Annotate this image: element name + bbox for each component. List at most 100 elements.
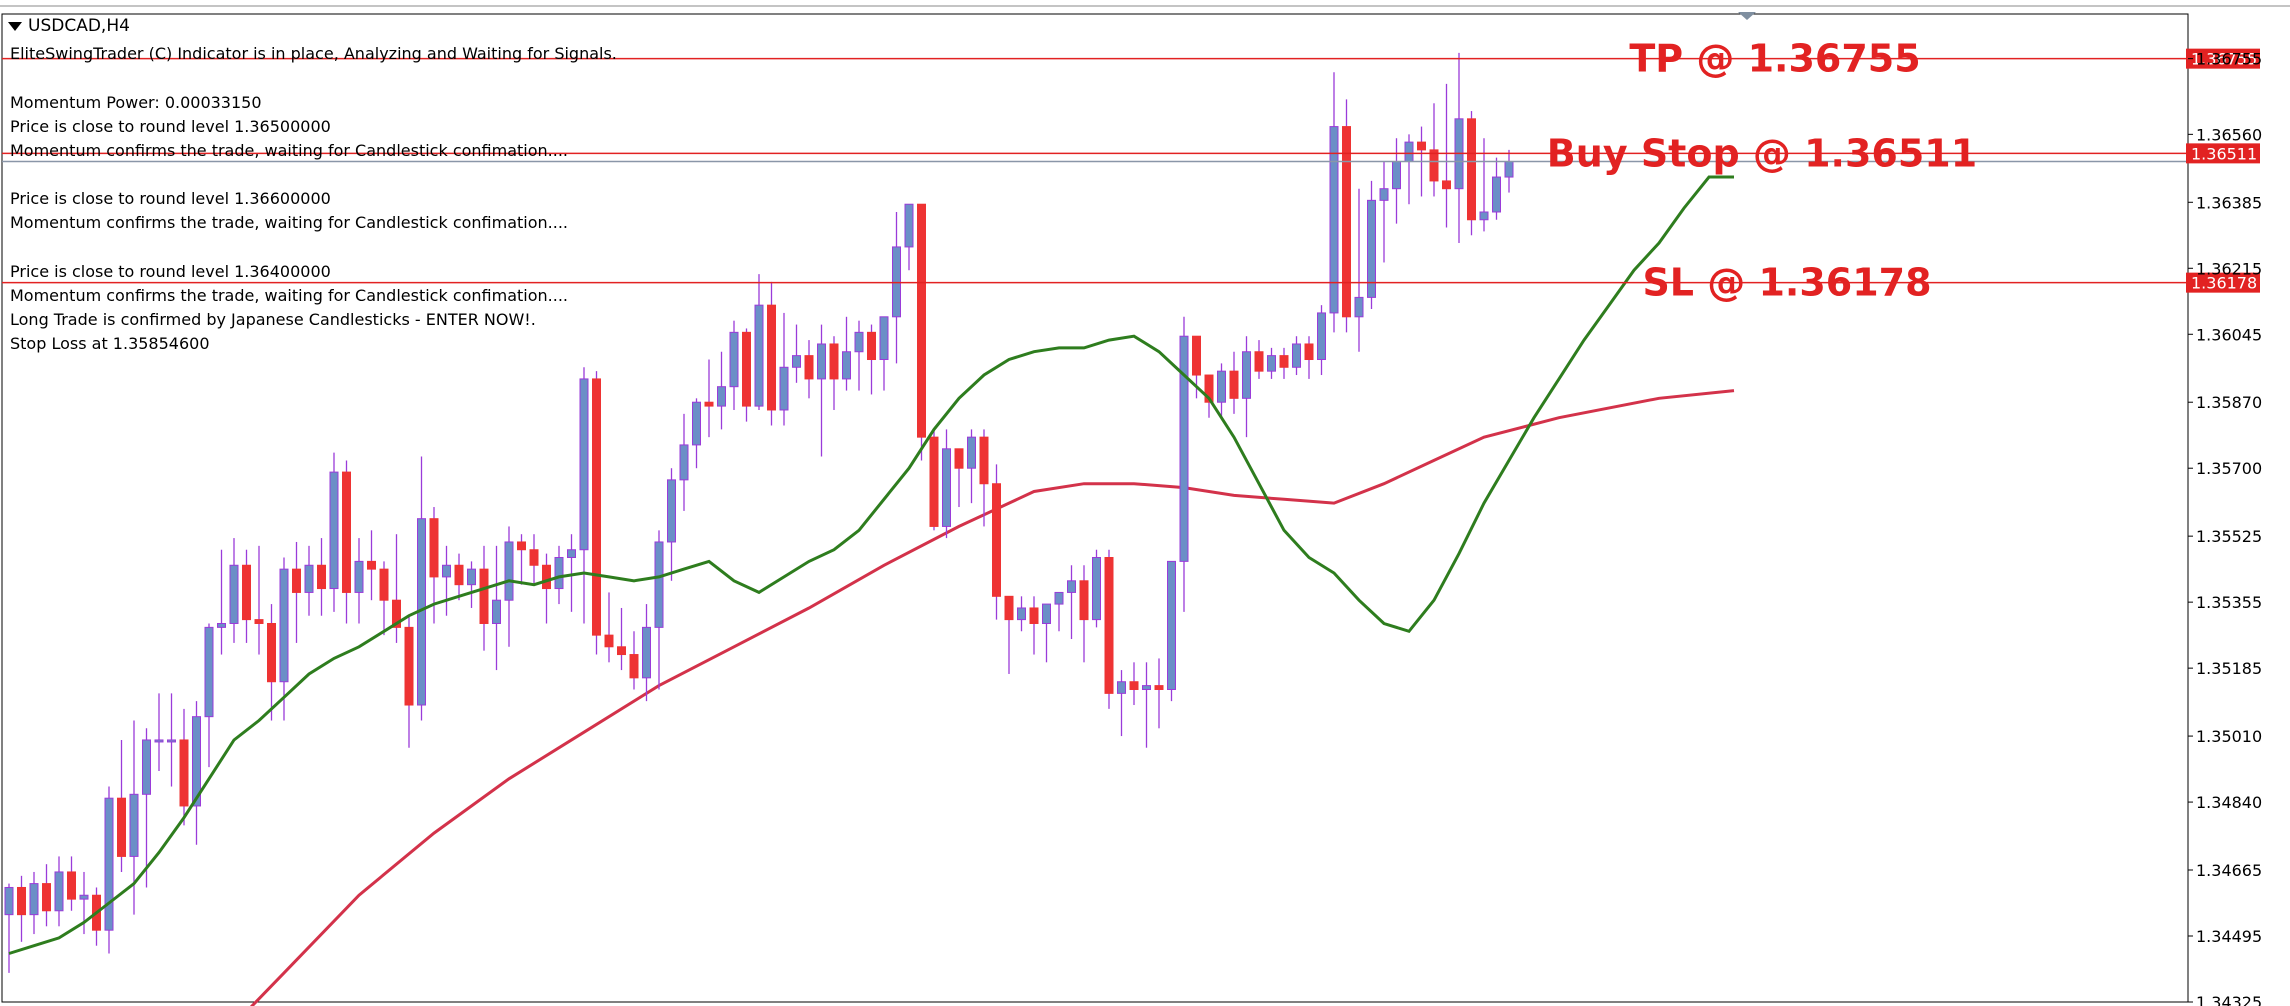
- bearish-candle: [1417, 141, 1426, 151]
- bearish-candle: [1279, 355, 1289, 368]
- bearish-candle: [767, 304, 776, 411]
- level-axis-badge: [2186, 143, 2260, 164]
- bullish-candle: [192, 716, 201, 807]
- plot-area[interactable]: [1, 13, 2189, 1003]
- info-line: Long Trade is confirmed by Japanese Cand…: [10, 310, 536, 329]
- bullish-candle: [129, 793, 139, 857]
- slow-moving-average-layer: [249, 389, 1735, 1006]
- bearish-candle: [742, 331, 751, 407]
- bearish-candle: [292, 568, 301, 593]
- bearish-candle: [454, 564, 464, 586]
- level-axis-label: 1.36755: [2191, 50, 2257, 69]
- bearish-candle: [479, 568, 489, 624]
- bullish-candle: [1492, 176, 1501, 213]
- bearish-candle: [1079, 580, 1089, 621]
- level-axis-badge: [2186, 48, 2260, 69]
- bearish-candle: [1342, 126, 1351, 318]
- bullish-candle: [229, 564, 239, 624]
- bullish-candle: [504, 541, 514, 601]
- bullish-candle: [842, 351, 851, 380]
- bullish-candle: [1367, 199, 1376, 298]
- bullish-candle: [279, 568, 289, 683]
- bearish-candle: [954, 448, 964, 469]
- bullish-candle: [1167, 560, 1176, 690]
- collapse-triangle-icon[interactable]: [8, 21, 22, 31]
- bullish-candle: [942, 448, 951, 527]
- info-line: Stop Loss at 1.35854600: [10, 334, 210, 353]
- chart-symbol-title[interactable]: USDCAD,H4: [8, 16, 130, 36]
- bearish-candle: [992, 483, 1001, 597]
- bullish-candle: [879, 316, 889, 361]
- bullish-candle: [1017, 607, 1026, 621]
- bearish-candle: [1229, 370, 1239, 399]
- bullish-candle: [1292, 343, 1301, 368]
- bearish-candle: [1192, 335, 1201, 376]
- info-line: Price is close to round level 1.36500000: [10, 117, 331, 136]
- bearish-candle: [1029, 607, 1039, 624]
- bearish-candle: [517, 541, 526, 551]
- bearish-candle: [342, 471, 351, 593]
- bearish-candle: [917, 203, 926, 438]
- bullish-candle: [792, 355, 801, 368]
- bullish-candle: [667, 479, 676, 543]
- price-tick-label: 1.36045: [2196, 325, 2262, 344]
- candles-layer: [4, 52, 1514, 973]
- symbol-label: USDCAD,H4: [28, 16, 130, 36]
- bearish-candle: [1429, 149, 1439, 182]
- price-tick-label: 1.34495: [2196, 927, 2262, 946]
- bullish-candle: [1067, 580, 1076, 593]
- bullish-candle: [654, 541, 664, 628]
- bullish-candle: [1479, 211, 1489, 221]
- level-axis-label: 1.36178: [2191, 274, 2257, 293]
- level-annotation-sl: SL @ 1.36178: [1642, 261, 1931, 305]
- slow-ma-line: [249, 389, 1735, 1006]
- bearish-candle: [429, 518, 439, 578]
- bullish-candle: [692, 401, 701, 446]
- bullish-candle: [579, 378, 589, 551]
- bearish-candle: [829, 343, 839, 380]
- bearish-candle: [1129, 681, 1139, 690]
- level-annotation-tp: TP @ 1.36755: [1629, 37, 1920, 81]
- bullish-candle: [817, 343, 826, 380]
- price-tick-label: 1.34325: [2196, 993, 2262, 1006]
- bullish-candle: [904, 203, 914, 248]
- bearish-candle: [979, 436, 989, 485]
- price-tick-label: 1.35870: [2196, 393, 2262, 412]
- bullish-candle: [1317, 312, 1326, 361]
- bearish-candle: [542, 564, 551, 590]
- bullish-candle: [204, 626, 214, 718]
- bullish-candle: [442, 564, 451, 578]
- price-tick-label: 1.35185: [2196, 659, 2262, 678]
- bullish-candle: [1242, 351, 1251, 399]
- price-tick-label: 1.35700: [2196, 459, 2262, 478]
- bullish-candle: [554, 556, 564, 590]
- bullish-candle: [717, 386, 726, 407]
- level-axis-label: 1.36511: [2191, 144, 2257, 163]
- chart-shift-marker-icon[interactable]: [1738, 12, 1756, 20]
- bearish-candle: [1442, 180, 1451, 190]
- bearish-candle: [1254, 351, 1264, 372]
- bearish-candle: [529, 549, 539, 566]
- bullish-candle: [1217, 370, 1226, 403]
- bearish-candle: [67, 871, 76, 900]
- price-tick-label: 1.35525: [2196, 527, 2262, 546]
- bullish-candle: [729, 331, 739, 388]
- bullish-candle: [142, 739, 151, 795]
- bullish-candle: [329, 471, 339, 590]
- bearish-candle: [404, 626, 414, 706]
- price-tick-label: 1.36385: [2196, 193, 2262, 212]
- bearish-candle: [704, 401, 714, 407]
- bullish-candle: [1329, 126, 1339, 314]
- bullish-candle: [79, 894, 89, 900]
- bearish-candle: [254, 619, 264, 624]
- bearish-candle: [617, 646, 626, 656]
- bullish-candle: [4, 886, 14, 916]
- bullish-candle: [854, 331, 864, 353]
- bullish-candle: [1504, 161, 1514, 178]
- bearish-candle: [629, 654, 639, 679]
- info-line: Price is close to round level 1.36400000: [10, 262, 331, 281]
- info-line: Momentum confirms the trade, waiting for…: [10, 141, 569, 160]
- price-tick-label: 1.36215: [2196, 259, 2262, 278]
- bearish-candle: [1204, 374, 1214, 403]
